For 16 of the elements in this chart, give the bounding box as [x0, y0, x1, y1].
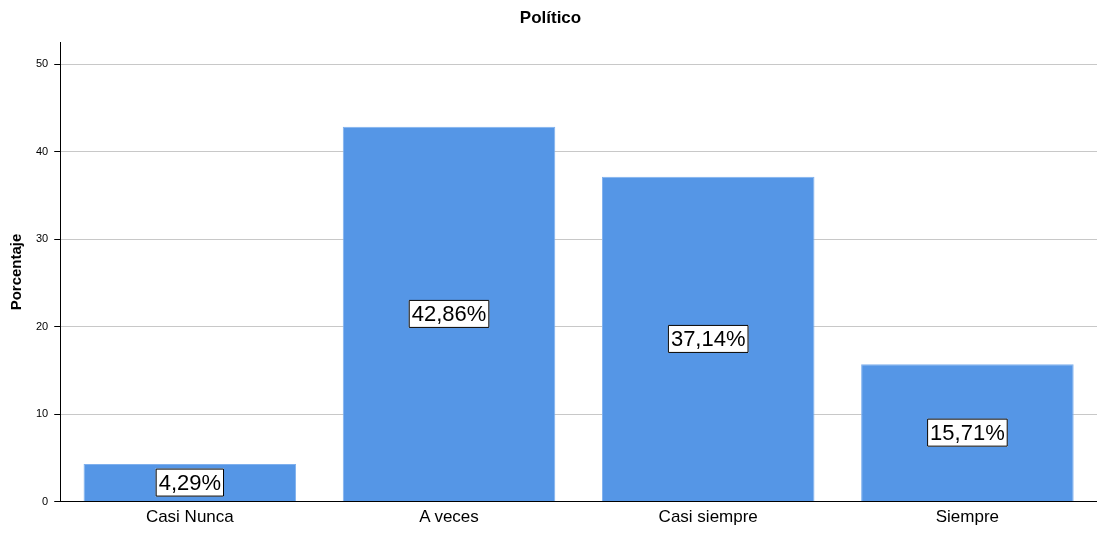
- x-tick-label: A veces: [419, 507, 479, 527]
- y-tick-label: 20: [35, 319, 49, 332]
- y-axis-title: Porcentaje: [7, 233, 25, 311]
- data-label: 37,14%: [670, 325, 746, 351]
- data-label: 15,71%: [930, 419, 1005, 445]
- y-tick-label: 30: [35, 232, 49, 245]
- y-tick-label: 0: [42, 494, 49, 507]
- data-label: 4,29%: [158, 469, 222, 495]
- y-tick-label: 50: [35, 57, 49, 70]
- x-tick-label: Casi Nunca: [145, 507, 235, 527]
- y-tick-label: 10: [35, 407, 49, 420]
- x-tick-label: Casi siempre: [658, 507, 758, 527]
- x-tick-label: Siempre: [935, 507, 1000, 527]
- y-tick-label: 40: [35, 144, 49, 157]
- chart-title: Político: [519, 7, 582, 27]
- data-label: 42,86%: [411, 300, 487, 326]
